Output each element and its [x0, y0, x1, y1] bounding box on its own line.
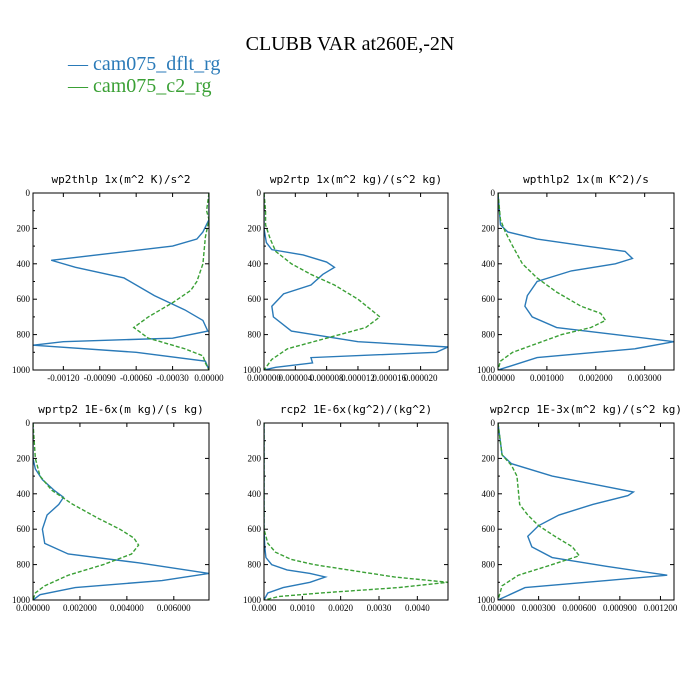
y-tick-label: 600	[248, 294, 262, 304]
x-tick-label: 0.002000	[579, 373, 613, 383]
y-tick-label: 800	[482, 330, 496, 340]
y-tick-label: 0	[26, 188, 31, 198]
panel-3: wpthlp2 1x(m K^2)/s020040060080010000.00…	[477, 173, 675, 383]
series-line-dflt	[498, 423, 668, 600]
y-tick-label: 1000	[243, 595, 262, 605]
x-tick-label: 0.0000	[252, 603, 277, 613]
x-tick-label: 0.000016	[372, 373, 406, 383]
x-tick-label: 0.00000	[194, 373, 224, 383]
series-line-dflt	[264, 423, 328, 600]
legend-entry-c2: — cam075_c2_rg	[67, 75, 212, 97]
plot-frame	[263, 422, 449, 601]
plot-frame	[263, 192, 449, 371]
x-tick-label: 0.0020	[328, 603, 353, 613]
panel-title: wp2thlp 1x(m^2 K)/s^2	[51, 173, 190, 186]
y-tick-label: 1000	[12, 595, 31, 605]
x-tick-label: 0.0040	[405, 603, 430, 613]
y-tick-label: 800	[482, 560, 496, 570]
x-tick-label: 0.006000	[157, 603, 191, 613]
y-tick-label: 800	[17, 330, 31, 340]
legend-entry-dflt: — cam075_dflt_rg	[67, 53, 220, 75]
figure-title: CLUBB VAR at260E,-2N	[246, 33, 455, 55]
series-line-dflt	[33, 193, 209, 370]
y-tick-label: 600	[248, 524, 262, 534]
x-tick-label: 0.000020	[404, 373, 438, 383]
x-tick-label: 0.000000	[481, 373, 515, 383]
y-tick-label: 1000	[12, 365, 31, 375]
y-tick-label: 800	[248, 330, 262, 340]
y-tick-label: 200	[17, 453, 31, 463]
y-tick-label: 200	[17, 223, 31, 233]
y-tick-label: 400	[248, 259, 262, 269]
series-line-c2	[264, 193, 382, 370]
y-tick-label: 1000	[477, 365, 496, 375]
series-line-dflt	[498, 193, 674, 370]
x-tick-label: 0.000000	[247, 373, 281, 383]
y-tick-label: 200	[248, 223, 262, 233]
panel-4: wprtp2 1E-6x(m kg)/(s kg) 0 200 400 600 800 10…	[12, 403, 210, 613]
panel-title: wp2rcp 1E-3x(m^2 kg)/(s^2 kg)	[490, 403, 682, 416]
x-tick-label: 0.000300	[522, 603, 556, 613]
y-tick-label: 0	[257, 418, 262, 428]
y-tick-label: 400	[482, 259, 496, 269]
panel-5: rcp2 1E-6x(kg^2)/(kg^2) 0 200 400 600 800 1000…	[243, 403, 449, 613]
x-tick-label: 0.0030	[367, 603, 392, 613]
y-tick-label: 600	[17, 524, 31, 534]
series-line-c2	[498, 193, 607, 370]
y-tick-label: 400	[482, 489, 496, 499]
x-tick-label: 0.001200	[644, 603, 678, 613]
y-tick-label: 1000	[477, 595, 496, 605]
y-tick-label: 1000	[243, 365, 262, 375]
series-line-c2	[264, 423, 448, 600]
y-tick-label: 0	[491, 188, 496, 198]
plot-frame	[32, 192, 210, 371]
y-tick-label: 600	[482, 524, 496, 534]
series-line-c2	[33, 423, 140, 600]
x-tick-label: -0.00060	[120, 373, 153, 383]
series-line-dflt	[264, 193, 448, 370]
y-tick-label: 800	[17, 560, 31, 570]
panels: wp2thlp 1x(m^2 K)/s^2 0 200 400 600 800 1000 -0…	[12, 173, 682, 613]
x-tick-label: -0.00090	[84, 373, 117, 383]
panel-title: rcp2 1E-6x(kg^2)/(kg^2)	[280, 403, 432, 416]
panel-6: wp2rcp 1E-3x(m^2 kg)/(s^2 kg) 0 200 400 600 8…	[477, 403, 682, 613]
y-tick-label: 600	[482, 294, 496, 304]
series-line-dflt	[33, 423, 209, 600]
x-tick-label: 0.000600	[562, 603, 596, 613]
y-tick-label: 400	[17, 489, 31, 499]
x-tick-label: 0.0010	[290, 603, 315, 613]
series-line-c2	[498, 423, 581, 600]
y-tick-label: 600	[17, 294, 31, 304]
x-tick-label: 0.004000	[110, 603, 144, 613]
x-tick-label: 0.001000	[530, 373, 564, 383]
panel-1: wp2thlp 1x(m^2 K)/s^2 0 200 400 600 800 1000 -0…	[12, 173, 224, 383]
panel-title: wprtp2 1E-6x(m kg)/(s kg)	[38, 403, 204, 416]
panel-title: wpthlp2 1x(m K^2)/s	[523, 173, 649, 186]
x-tick-label: 0.002000	[63, 603, 97, 613]
x-tick-label: 0.000008	[310, 373, 344, 383]
plot-frame	[497, 192, 675, 371]
y-tick-label: 200	[482, 223, 496, 233]
y-tick-label: 800	[248, 560, 262, 570]
x-tick-label: 0.000900	[603, 603, 637, 613]
x-tick-label: 0.000000	[16, 603, 50, 613]
x-tick-label: 0.000000	[481, 603, 515, 613]
y-tick-label: 400	[17, 259, 31, 269]
y-tick-label: 200	[482, 453, 496, 463]
x-tick-label: 0.003000	[628, 373, 662, 383]
y-tick-label: 0	[257, 188, 262, 198]
x-tick-label: -0.00030	[156, 373, 189, 383]
panel-2: wp2rtp 1x(m^2 kg)/(s^2 kg) 0 200 400 600 800 1…	[243, 173, 449, 383]
y-tick-label: 0	[491, 418, 496, 428]
x-tick-label: 0.000012	[341, 373, 375, 383]
y-tick-label: 200	[248, 453, 262, 463]
x-tick-label: 0.000004	[278, 373, 312, 383]
series-line-c2	[132, 193, 209, 370]
panel-title: wp2rtp 1x(m^2 kg)/(s^2 kg)	[270, 173, 442, 186]
x-tick-label: -0.00120	[47, 373, 80, 383]
plot-frame	[32, 422, 210, 601]
y-tick-label: 400	[248, 489, 262, 499]
y-tick-label: 0	[26, 418, 31, 428]
